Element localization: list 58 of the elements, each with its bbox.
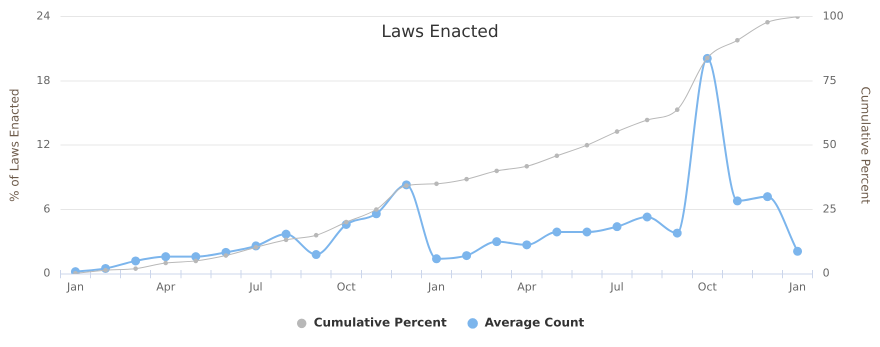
point bbox=[314, 232, 318, 238]
point bbox=[674, 107, 680, 112]
point bbox=[672, 228, 682, 238]
point bbox=[614, 129, 620, 134]
point bbox=[282, 230, 291, 239]
point bbox=[735, 38, 740, 43]
x-tick-label: Apr bbox=[517, 280, 537, 294]
point bbox=[193, 258, 198, 264]
y2-tick-label: 0 bbox=[822, 266, 830, 280]
point bbox=[793, 246, 802, 256]
point bbox=[762, 192, 772, 202]
point bbox=[612, 222, 622, 232]
point bbox=[161, 252, 170, 262]
x-tick-label: Oct bbox=[336, 280, 356, 294]
point bbox=[582, 228, 592, 237]
y2-tick-label: 25 bbox=[822, 202, 837, 216]
y2-tick-label: 50 bbox=[822, 138, 837, 152]
x-tick-label: Apr bbox=[156, 280, 176, 294]
y2-axis-title: Cumulative Percent bbox=[858, 86, 873, 204]
point bbox=[584, 142, 590, 148]
point bbox=[522, 240, 532, 250]
x-tick-label: Jul bbox=[609, 280, 624, 294]
point bbox=[133, 266, 138, 271]
y-tick-label: 0 bbox=[43, 266, 50, 280]
point bbox=[732, 196, 742, 206]
x-tick-label: Jan bbox=[427, 280, 445, 294]
point bbox=[434, 181, 439, 186]
y-axis-title: % of Laws Enacted bbox=[7, 88, 22, 202]
point bbox=[552, 228, 562, 237]
legend-label: Average Count bbox=[484, 316, 585, 330]
point bbox=[494, 168, 499, 174]
x-tick-label: Jul bbox=[248, 280, 263, 294]
point bbox=[462, 251, 472, 260]
y2-tick-label: 75 bbox=[822, 74, 837, 87]
point bbox=[765, 20, 770, 25]
point bbox=[492, 237, 502, 246]
point bbox=[464, 176, 469, 182]
x-tick-label: Jan bbox=[66, 280, 84, 294]
x-tick-label: Jan bbox=[788, 280, 806, 294]
y-tick-label: 18 bbox=[36, 74, 50, 87]
y-tick-label: 24 bbox=[36, 9, 50, 22]
point bbox=[374, 207, 379, 212]
point bbox=[284, 238, 288, 242]
point bbox=[524, 164, 530, 169]
point bbox=[642, 212, 652, 222]
point bbox=[644, 118, 650, 122]
y-tick-label: 12 bbox=[36, 138, 50, 152]
y2-tick-label: 100 bbox=[822, 9, 844, 22]
chart-title: Laws Enacted bbox=[381, 22, 499, 42]
point bbox=[224, 253, 228, 258]
point bbox=[554, 153, 560, 158]
x-tick-label: Oct bbox=[698, 280, 718, 294]
point bbox=[163, 260, 168, 266]
legend-label: Cumulative Percent bbox=[314, 316, 447, 330]
point bbox=[131, 256, 140, 266]
y-tick-label: 6 bbox=[43, 202, 50, 216]
point bbox=[312, 250, 321, 260]
point bbox=[432, 254, 441, 264]
